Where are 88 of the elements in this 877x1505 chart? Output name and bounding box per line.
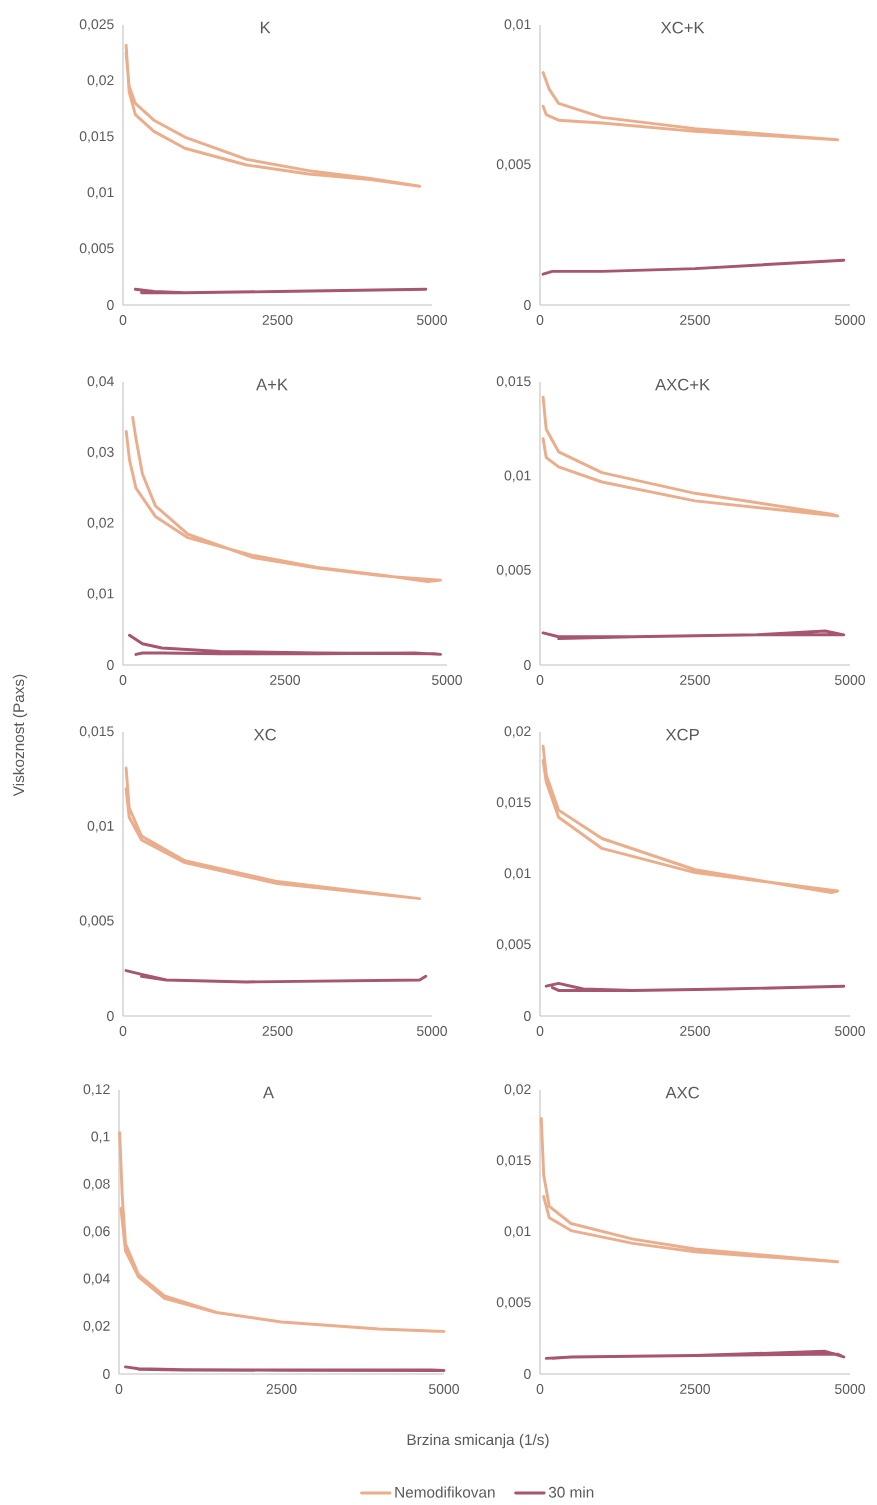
y-tick-label: 0,12 [83, 1084, 110, 1096]
chart-title: XCP [665, 728, 699, 741]
y-tick-label: 0,015 [79, 131, 114, 143]
y-tick-label: 0,005 [496, 564, 531, 577]
line-series [124, 766, 422, 901]
x-tick-label: 0 [119, 315, 127, 325]
x-tick-label: 5000 [834, 315, 866, 325]
x-tick-label: 2500 [262, 1026, 293, 1036]
y-tick-label: 0,01 [87, 820, 114, 833]
chart-title: K [260, 21, 271, 34]
chart-title: XC+K [660, 21, 705, 34]
x-tick-label: 5000 [834, 1026, 866, 1036]
y-tick-label: 0,015 [496, 1155, 531, 1167]
line-series [541, 71, 840, 142]
y-axis-title: Viskoznost (Paxs) [12, 674, 28, 797]
x-tick-label: 5000 [834, 1384, 866, 1394]
line-series [124, 415, 442, 583]
chart-title: AXC+K [655, 378, 710, 391]
line-series [541, 258, 846, 276]
y-tick-label: 0,015 [496, 376, 531, 388]
y-tick-label: 0,04 [83, 1273, 110, 1286]
x-tick-label: 0 [536, 1384, 544, 1394]
y-tick-label: 0 [107, 300, 114, 310]
legend-label: Nemodifikovan [395, 1486, 495, 1498]
x-tick-label: 2500 [680, 315, 711, 325]
y-tick-label: 0 [107, 660, 114, 670]
y-tick-label: 0 [524, 1011, 531, 1021]
line-series [544, 1349, 846, 1360]
line-series [118, 1131, 446, 1333]
y-tick-label: 0,01 [504, 19, 531, 31]
y-tick-label: 0,02 [83, 1320, 110, 1333]
x-tick-label: 5000 [416, 1026, 448, 1036]
y-tick-label: 0 [524, 300, 531, 310]
x-tick-label: 2500 [266, 1384, 297, 1394]
legend-label: 30 min [548, 1486, 594, 1498]
y-tick-label: 0,02 [504, 726, 531, 738]
x-tick-label: 5000 [431, 675, 463, 685]
x-tick-label: 2500 [680, 1026, 711, 1036]
line-series [124, 969, 428, 984]
line-series [124, 43, 422, 188]
y-tick-label: 0,02 [87, 75, 114, 87]
y-tick-label: 0 [524, 1369, 531, 1379]
y-tick-label: 0,02 [87, 517, 114, 530]
x-tick-label: 2500 [262, 315, 293, 325]
y-tick-label: 0,02 [504, 1084, 531, 1096]
x-tick-label: 2500 [680, 675, 711, 685]
y-tick-label: 0 [107, 1011, 114, 1021]
y-tick-label: 0,025 [79, 19, 114, 31]
x-tick-label: 5000 [834, 675, 866, 685]
line-series [128, 633, 442, 656]
y-tick-label: 0,01 [504, 470, 531, 483]
y-tick-label: 0 [524, 660, 531, 670]
y-tick-label: 0 [103, 1369, 110, 1379]
y-tick-label: 0,1 [91, 1131, 110, 1144]
chart-title: A+K [256, 378, 288, 391]
line-series [539, 1116, 840, 1264]
x-tick-label: 0 [536, 675, 544, 685]
y-tick-label: 0,005 [79, 915, 114, 928]
x-tick-label: 2500 [680, 1384, 711, 1394]
y-tick-label: 0,06 [83, 1226, 110, 1238]
chart-title: A [262, 1086, 275, 1099]
y-tick-label: 0,005 [496, 1297, 531, 1309]
y-tick-label: 0,04 [87, 376, 114, 388]
y-tick-label: 0,005 [496, 159, 531, 171]
y-tick-label: 0,03 [87, 446, 114, 459]
line-series [541, 744, 840, 894]
x-tick-label: 5000 [428, 1384, 460, 1394]
y-tick-label: 0,01 [504, 868, 531, 880]
y-tick-label: 0,01 [87, 187, 114, 199]
chart-title: XC [253, 728, 277, 741]
y-tick-label: 0,005 [79, 243, 114, 255]
y-tick-label: 0,005 [496, 939, 531, 951]
x-tick-label: 0 [536, 315, 544, 325]
y-tick-label: 0,01 [87, 588, 114, 601]
line-series [541, 395, 840, 518]
y-tick-label: 0,015 [496, 797, 531, 809]
x-tick-label: 2500 [270, 675, 301, 685]
x-tick-label: 0 [119, 1026, 127, 1036]
y-tick-label: 0,015 [79, 726, 114, 738]
y-tick-label: 0,08 [83, 1178, 110, 1191]
x-axis-title: Brzina smicanja (1/s) [407, 1433, 549, 1449]
x-tick-label: 0 [536, 1026, 544, 1036]
x-tick-label: 5000 [416, 315, 448, 325]
x-tick-label: 0 [115, 1384, 123, 1394]
x-tick-label: 0 [119, 675, 127, 685]
line-series [541, 629, 846, 641]
chart-title: AXC [665, 1086, 700, 1099]
y-tick-label: 0,01 [504, 1226, 531, 1238]
